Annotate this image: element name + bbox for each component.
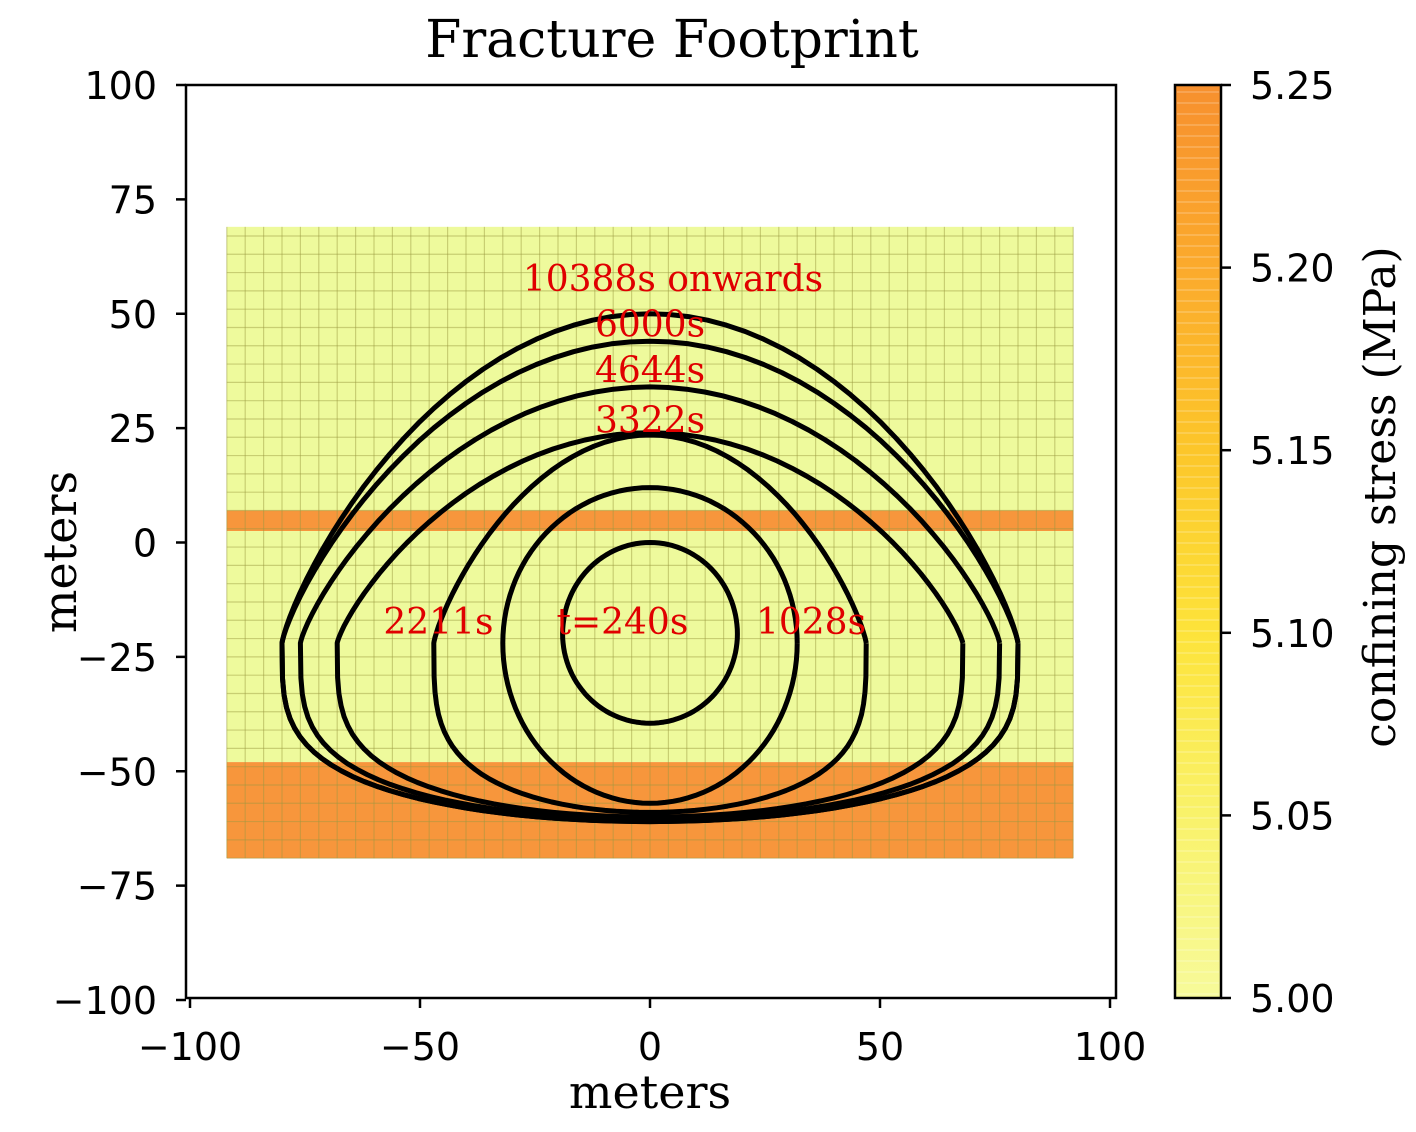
stress-mesh [226,226,1074,859]
contour-label: 4644s [595,350,705,391]
contour-10388s [279,311,1021,825]
x-tick-label: 100 [1074,1025,1147,1069]
x-tick-label: −100 [138,1025,242,1069]
y-tick-label: 0 [133,522,157,566]
y-tick-label: 100 [84,64,157,108]
contour-label: 6000s [595,305,705,346]
y-tick-label: −75 [77,865,157,909]
colorbar-ticks: 5.25 5.20 5.15 5.10 5.05 5.00 [1221,64,1335,1021]
colorbar-tick-label: 5.25 [1250,64,1335,108]
y-tick-label: −25 [77,636,157,680]
y-tick-label: 75 [109,178,157,222]
colorbar-tick-label: 5.05 [1250,794,1335,838]
colorbar [1173,83,1223,1000]
contour-2211s [431,432,869,815]
colorbar-tick-label: 5.20 [1250,247,1335,291]
y-tick-label: −50 [77,750,157,794]
stress-layer-0 [226,226,1074,511]
x-tick-label: 0 [638,1025,662,1069]
y-axis-label: meters [33,471,87,633]
chart-title: Fracture Footprint [425,10,919,70]
x-axis-label: meters [569,1065,731,1119]
contour-label: t=240s [556,602,688,643]
x-axis-ticks: −100 −50 0 50 100 [138,998,1146,1069]
x-tick-label: 50 [856,1025,904,1069]
colorbar-stripes [1177,91,1219,995]
y-axis-ticks: 100 75 50 25 0 −25 −50 −75 −100 [53,64,186,1023]
y-tick-label: 25 [109,407,157,451]
contour-label: 3322s [595,401,705,442]
colorbar-tick-label: 5.10 [1250,612,1335,656]
y-tick-label: 50 [109,293,157,337]
colorbar-label: confining stress (MPa) [1355,246,1406,747]
contour-3322s [334,430,966,820]
contour-240s [560,540,740,726]
contour-label: 10388s onwards [523,259,823,300]
contour-label: 2211s [383,602,493,643]
colorbar-tick-label: 5.15 [1250,429,1335,473]
fracture-contours [279,311,1021,825]
colorbar-tick-label: 5.00 [1250,977,1335,1021]
contour-1028s [500,485,800,806]
contour-label: 1028s [756,602,866,643]
x-tick-label: −50 [380,1025,460,1069]
y-tick-label: −100 [53,979,157,1023]
contour-4644s [297,384,1003,822]
